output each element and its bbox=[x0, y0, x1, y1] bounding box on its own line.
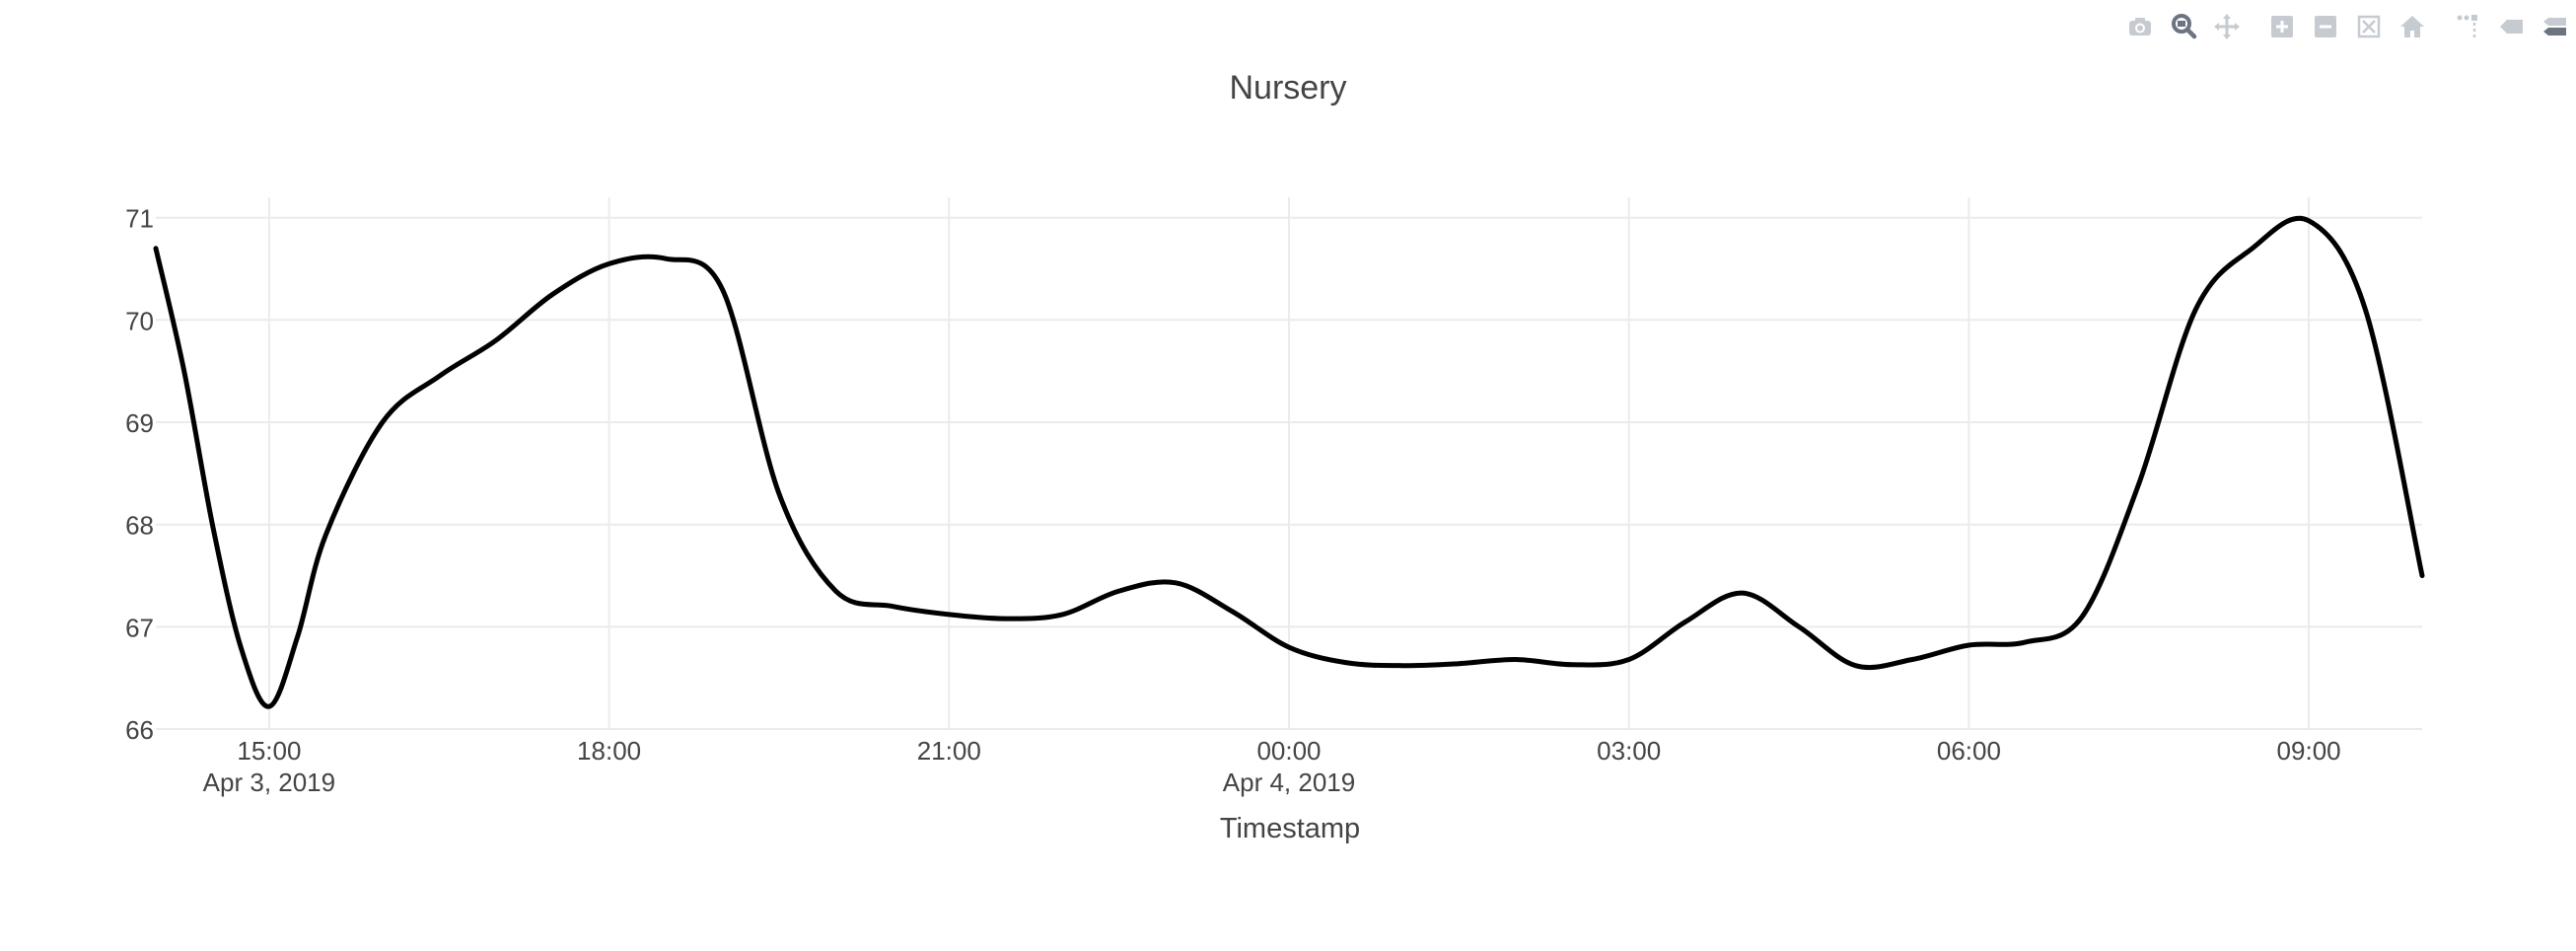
x-tick-label: 21:00 bbox=[917, 736, 981, 766]
y-tick-label: 68 bbox=[125, 511, 154, 541]
autoscale-button[interactable] bbox=[2347, 8, 2391, 45]
hover-compare-button[interactable] bbox=[2533, 8, 2576, 45]
series-line[interactable] bbox=[153, 215, 2425, 709]
camera-button[interactable] bbox=[2118, 8, 2162, 45]
x-tick-date-label: Apr 3, 2019 bbox=[203, 768, 335, 797]
gridlines bbox=[156, 197, 2422, 730]
x-tick-label: 00:00 bbox=[1256, 736, 1321, 766]
y-tick-label: 69 bbox=[125, 408, 154, 438]
x-tick-label: 06:00 bbox=[1937, 736, 2001, 766]
hover-closest-icon bbox=[2500, 20, 2523, 34]
hover-compare-icon bbox=[2543, 18, 2566, 36]
pan-icon bbox=[2214, 14, 2240, 39]
home-icon bbox=[2400, 16, 2424, 37]
zoom-icon bbox=[2172, 14, 2197, 39]
x-tick-label: 18:00 bbox=[577, 736, 641, 766]
camera-icon bbox=[2129, 18, 2151, 36]
zoom-out-button[interactable] bbox=[2304, 8, 2347, 45]
y-tick-label: 66 bbox=[125, 715, 154, 745]
zoom-button[interactable] bbox=[2162, 8, 2205, 45]
plot-modebar bbox=[2118, 8, 2576, 45]
zoom-in-icon bbox=[2271, 16, 2293, 37]
zoom-out-icon bbox=[2315, 16, 2336, 37]
x-tick-date-label: Apr 4, 2019 bbox=[1223, 768, 1355, 797]
hover-closest-button[interactable] bbox=[2489, 8, 2533, 45]
series-line-layer[interactable] bbox=[153, 215, 2425, 709]
x-tick-label: 15:00 bbox=[237, 736, 301, 766]
zoom-in-button[interactable] bbox=[2260, 8, 2304, 45]
pan-button[interactable] bbox=[2205, 8, 2249, 45]
x-axis-title: Timestamp bbox=[1220, 813, 1360, 844]
autoscale-icon bbox=[2357, 15, 2381, 38]
home-button[interactable] bbox=[2391, 8, 2434, 45]
y-tick-label: 71 bbox=[125, 204, 154, 234]
y-axis-tick-labels: 66 67 68 69 70 71 bbox=[125, 204, 154, 745]
x-tick-label: 03:00 bbox=[1597, 736, 1661, 766]
y-tick-label: 67 bbox=[125, 613, 154, 642]
y-tick-label: 70 bbox=[125, 306, 154, 335]
chart-title: Nursery bbox=[1229, 69, 1346, 107]
spike-lines-button[interactable] bbox=[2446, 8, 2489, 45]
x-tick-label: 09:00 bbox=[2277, 736, 2341, 766]
spike-lines-icon bbox=[2457, 15, 2477, 37]
